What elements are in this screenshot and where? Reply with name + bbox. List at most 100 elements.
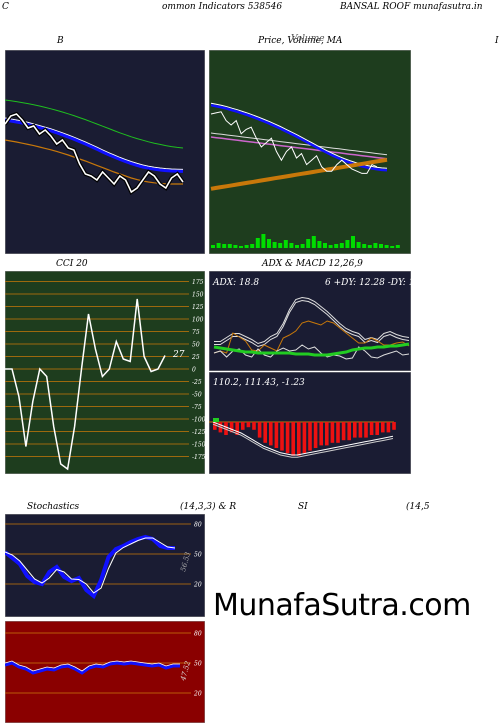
cci-value: 27 bbox=[172, 350, 185, 360]
cci-tick-label: -50 bbox=[192, 392, 202, 399]
stoch-title: Stochastics bbox=[27, 502, 80, 512]
volume-bar bbox=[222, 244, 227, 248]
pv-ma-trend bbox=[210, 157, 388, 191]
stoch-tick-label: 20 bbox=[193, 582, 202, 589]
volume-bar bbox=[289, 243, 294, 248]
macd-histogram-bar bbox=[330, 422, 335, 443]
cci-chart: 175 150 125 100 75 50 25 0 -25 -50 -75 -100 -125 -150… bbox=[5, 271, 205, 474]
volume-bar bbox=[323, 243, 327, 248]
adx-minus-di bbox=[213, 320, 410, 354]
cci-tick-label: -100 bbox=[192, 417, 205, 424]
macd-histogram-bar bbox=[308, 422, 312, 451]
adx-readout: ADX: 18.8 bbox=[212, 278, 259, 288]
pv-price-line bbox=[210, 111, 378, 174]
macd-histogram-bar bbox=[246, 422, 251, 428]
cci-tick-label: -125 bbox=[192, 429, 205, 436]
macd-histogram-bar bbox=[336, 422, 340, 443]
macd-histogram-bar bbox=[280, 422, 284, 451]
macd-histogram-bar bbox=[213, 422, 217, 430]
macd-chart: 110.2, 111.43, -1.23 bbox=[209, 372, 411, 474]
volume-bar bbox=[311, 236, 316, 248]
volume-bar bbox=[244, 245, 249, 248]
volume-bar bbox=[317, 241, 322, 248]
macd-histogram-bar bbox=[325, 422, 329, 446]
volume-bar bbox=[373, 243, 378, 248]
volume-bar bbox=[261, 234, 266, 248]
macd-histogram-bar bbox=[291, 422, 295, 456]
rsi-line bbox=[5, 661, 180, 675]
cci-tick-label: 150 bbox=[192, 292, 204, 299]
macd-histogram-bar bbox=[269, 422, 273, 446]
adx-chart: ADX: 18.8 6 +DY: 12.28 -DY: 17.99 bbox=[209, 271, 411, 371]
header-center: ommon Indicators 538546 bbox=[162, 2, 283, 12]
macd-line bbox=[212, 423, 394, 458]
cci-tick-label: -75 bbox=[192, 404, 202, 411]
volume-bar bbox=[306, 239, 311, 248]
macd-histogram-bar bbox=[241, 422, 245, 430]
volume-bar bbox=[334, 244, 339, 248]
watermark: MunafaSutra.com bbox=[213, 588, 471, 623]
volume-bar bbox=[250, 244, 255, 248]
cci-tick-label: 75 bbox=[192, 329, 200, 336]
adx-title: ADX & MACD 12,26,9 bbox=[262, 259, 363, 269]
volume-bar bbox=[379, 244, 383, 248]
stoch-params: (14,3,3) & R bbox=[180, 502, 237, 512]
adx-plus-di-a bbox=[214, 296, 410, 345]
volume-bar bbox=[272, 242, 277, 248]
pv-ma-long-a bbox=[210, 132, 388, 156]
macd-histogram-bar bbox=[274, 422, 279, 448]
macd-histogram-bar bbox=[381, 422, 385, 433]
volume-bar bbox=[328, 245, 333, 248]
volume-bar bbox=[283, 240, 288, 248]
adx-di-thin bbox=[213, 344, 410, 360]
volume-bar bbox=[227, 244, 232, 248]
header-left: C bbox=[2, 2, 9, 12]
bb-title: B bbox=[57, 36, 64, 46]
volume-bar bbox=[339, 243, 344, 248]
macd-histogram-bar bbox=[358, 422, 363, 438]
cci-tick-label: -25 bbox=[192, 379, 202, 386]
macd-histogram-bar bbox=[386, 422, 391, 433]
macd-histogram-bar bbox=[392, 422, 396, 430]
volume-bar bbox=[216, 243, 221, 248]
header-right: BANSAL ROOF munafasutra.in bbox=[340, 2, 483, 12]
macd-histogram-bar bbox=[319, 422, 323, 446]
cci-tick-label: -150 bbox=[192, 442, 205, 449]
macd-histogram-bar bbox=[257, 422, 262, 438]
bollinger-chart bbox=[5, 50, 205, 254]
pv-ma-long-b bbox=[210, 136, 388, 160]
rsi-tick-label: 20 bbox=[193, 691, 202, 698]
cci-title: CCI 20 bbox=[56, 259, 88, 269]
macd-histogram-bar bbox=[347, 422, 351, 441]
bb-price-line bbox=[5, 113, 184, 194]
macd-histogram-bar bbox=[302, 422, 307, 454]
adx-plus-di-b bbox=[214, 299, 410, 348]
volume-bar bbox=[239, 246, 243, 248]
stoch-d-line bbox=[5, 537, 176, 594]
volume-bar bbox=[367, 245, 372, 248]
volume-bar bbox=[345, 240, 350, 248]
macd-histogram-bar bbox=[252, 422, 256, 430]
adx-di-readout: 6 +DY: 12.28 -DY: 17.99 bbox=[325, 278, 411, 288]
rsi-tick-label: 50 bbox=[194, 661, 202, 668]
volume-bar bbox=[351, 236, 355, 248]
bb-lower-band bbox=[5, 139, 183, 185]
volume-bar bbox=[211, 245, 215, 248]
cci-tick-label: -175 bbox=[192, 454, 205, 461]
macd-histogram-bar bbox=[224, 422, 228, 435]
volume-bar bbox=[278, 243, 283, 248]
adx-line bbox=[213, 342, 410, 357]
volume-bar bbox=[300, 244, 305, 248]
macd-readout: 110.2, 111.43, -1.23 bbox=[213, 378, 305, 388]
cci-tick-label: 50 bbox=[192, 342, 200, 349]
volume-bar bbox=[255, 238, 260, 248]
volume-bar bbox=[390, 246, 395, 248]
volume-bar bbox=[362, 244, 367, 248]
price-title-overlay: Volume bbox=[291, 34, 325, 44]
cci-tick-label: 25 bbox=[191, 354, 200, 361]
volume-bar bbox=[395, 245, 400, 248]
volume-bar bbox=[233, 245, 238, 248]
volume-bar bbox=[356, 242, 361, 248]
